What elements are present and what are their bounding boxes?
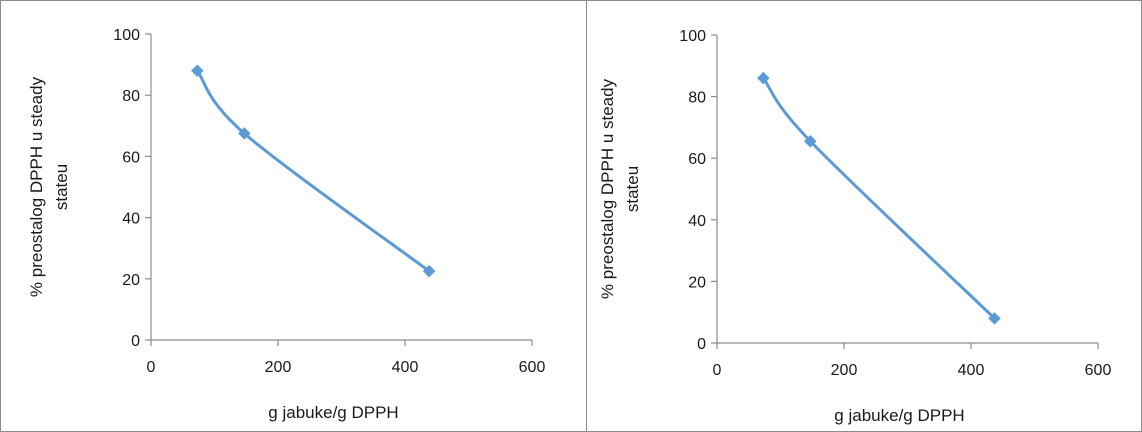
y-tick-label: 20 [122, 272, 140, 289]
x-tick-label: 600 [1085, 362, 1112, 379]
y-axis-title-line: stateu [623, 166, 642, 212]
y-tick-label: 0 [697, 336, 706, 353]
data-point-marker [422, 264, 436, 278]
x-axis-title: g jabuke/g DPPH [834, 406, 964, 425]
y-tick-label: 0 [131, 333, 140, 350]
y-tick-label: 20 [688, 274, 706, 291]
x-tick-label: 0 [147, 359, 156, 376]
series-line [195, 69, 431, 273]
chart-right: 0 20 40 60 80 100 0 200 400 600 g jabuke/g DPPH % p… [598, 28, 1112, 425]
series-line [761, 76, 996, 320]
y-axis-title-line: stateu [52, 164, 71, 210]
y-tick-label: 60 [688, 151, 706, 168]
chart-panel-right: 0 20 40 60 80 100 0 200 400 600 g jabuke/g DPPH % p… [586, 0, 1142, 432]
y-tick-label: 80 [122, 88, 140, 105]
y-tick-label: 60 [122, 149, 140, 166]
data-point-marker [757, 71, 770, 85]
x-tick-label: 0 [713, 362, 722, 379]
y-tick-label: 100 [113, 27, 140, 44]
x-tick-label: 600 [519, 359, 546, 376]
chart-panel-left: 0 20 40 60 80 100 0 200 400 600 g jabuke/g DPPH % p… [0, 0, 587, 432]
data-point-marker [803, 134, 817, 148]
y-tick-label: 40 [688, 213, 706, 230]
chart-left: 0 20 40 60 80 100 0 200 400 600 g jabuke/g DPPH % p… [27, 27, 546, 422]
x-tick-label: 200 [831, 362, 858, 379]
x-tick-label: 200 [265, 359, 292, 376]
x-tick-label: 400 [958, 362, 985, 379]
data-point-marker [237, 127, 251, 140]
y-tick-label: 80 [688, 90, 706, 107]
data-point-marker [988, 312, 1001, 325]
x-tick-label: 400 [392, 359, 419, 376]
x-axis-title: g jabuke/g DPPH [268, 403, 398, 422]
y-tick-label: 100 [679, 28, 706, 45]
y-axis-title-line: % preostalog DPPH u steady [598, 78, 617, 299]
y-axis-title-line: % preostalog DPPH u steady [27, 76, 46, 297]
y-tick-label: 40 [122, 211, 140, 228]
data-point-marker [191, 64, 204, 78]
